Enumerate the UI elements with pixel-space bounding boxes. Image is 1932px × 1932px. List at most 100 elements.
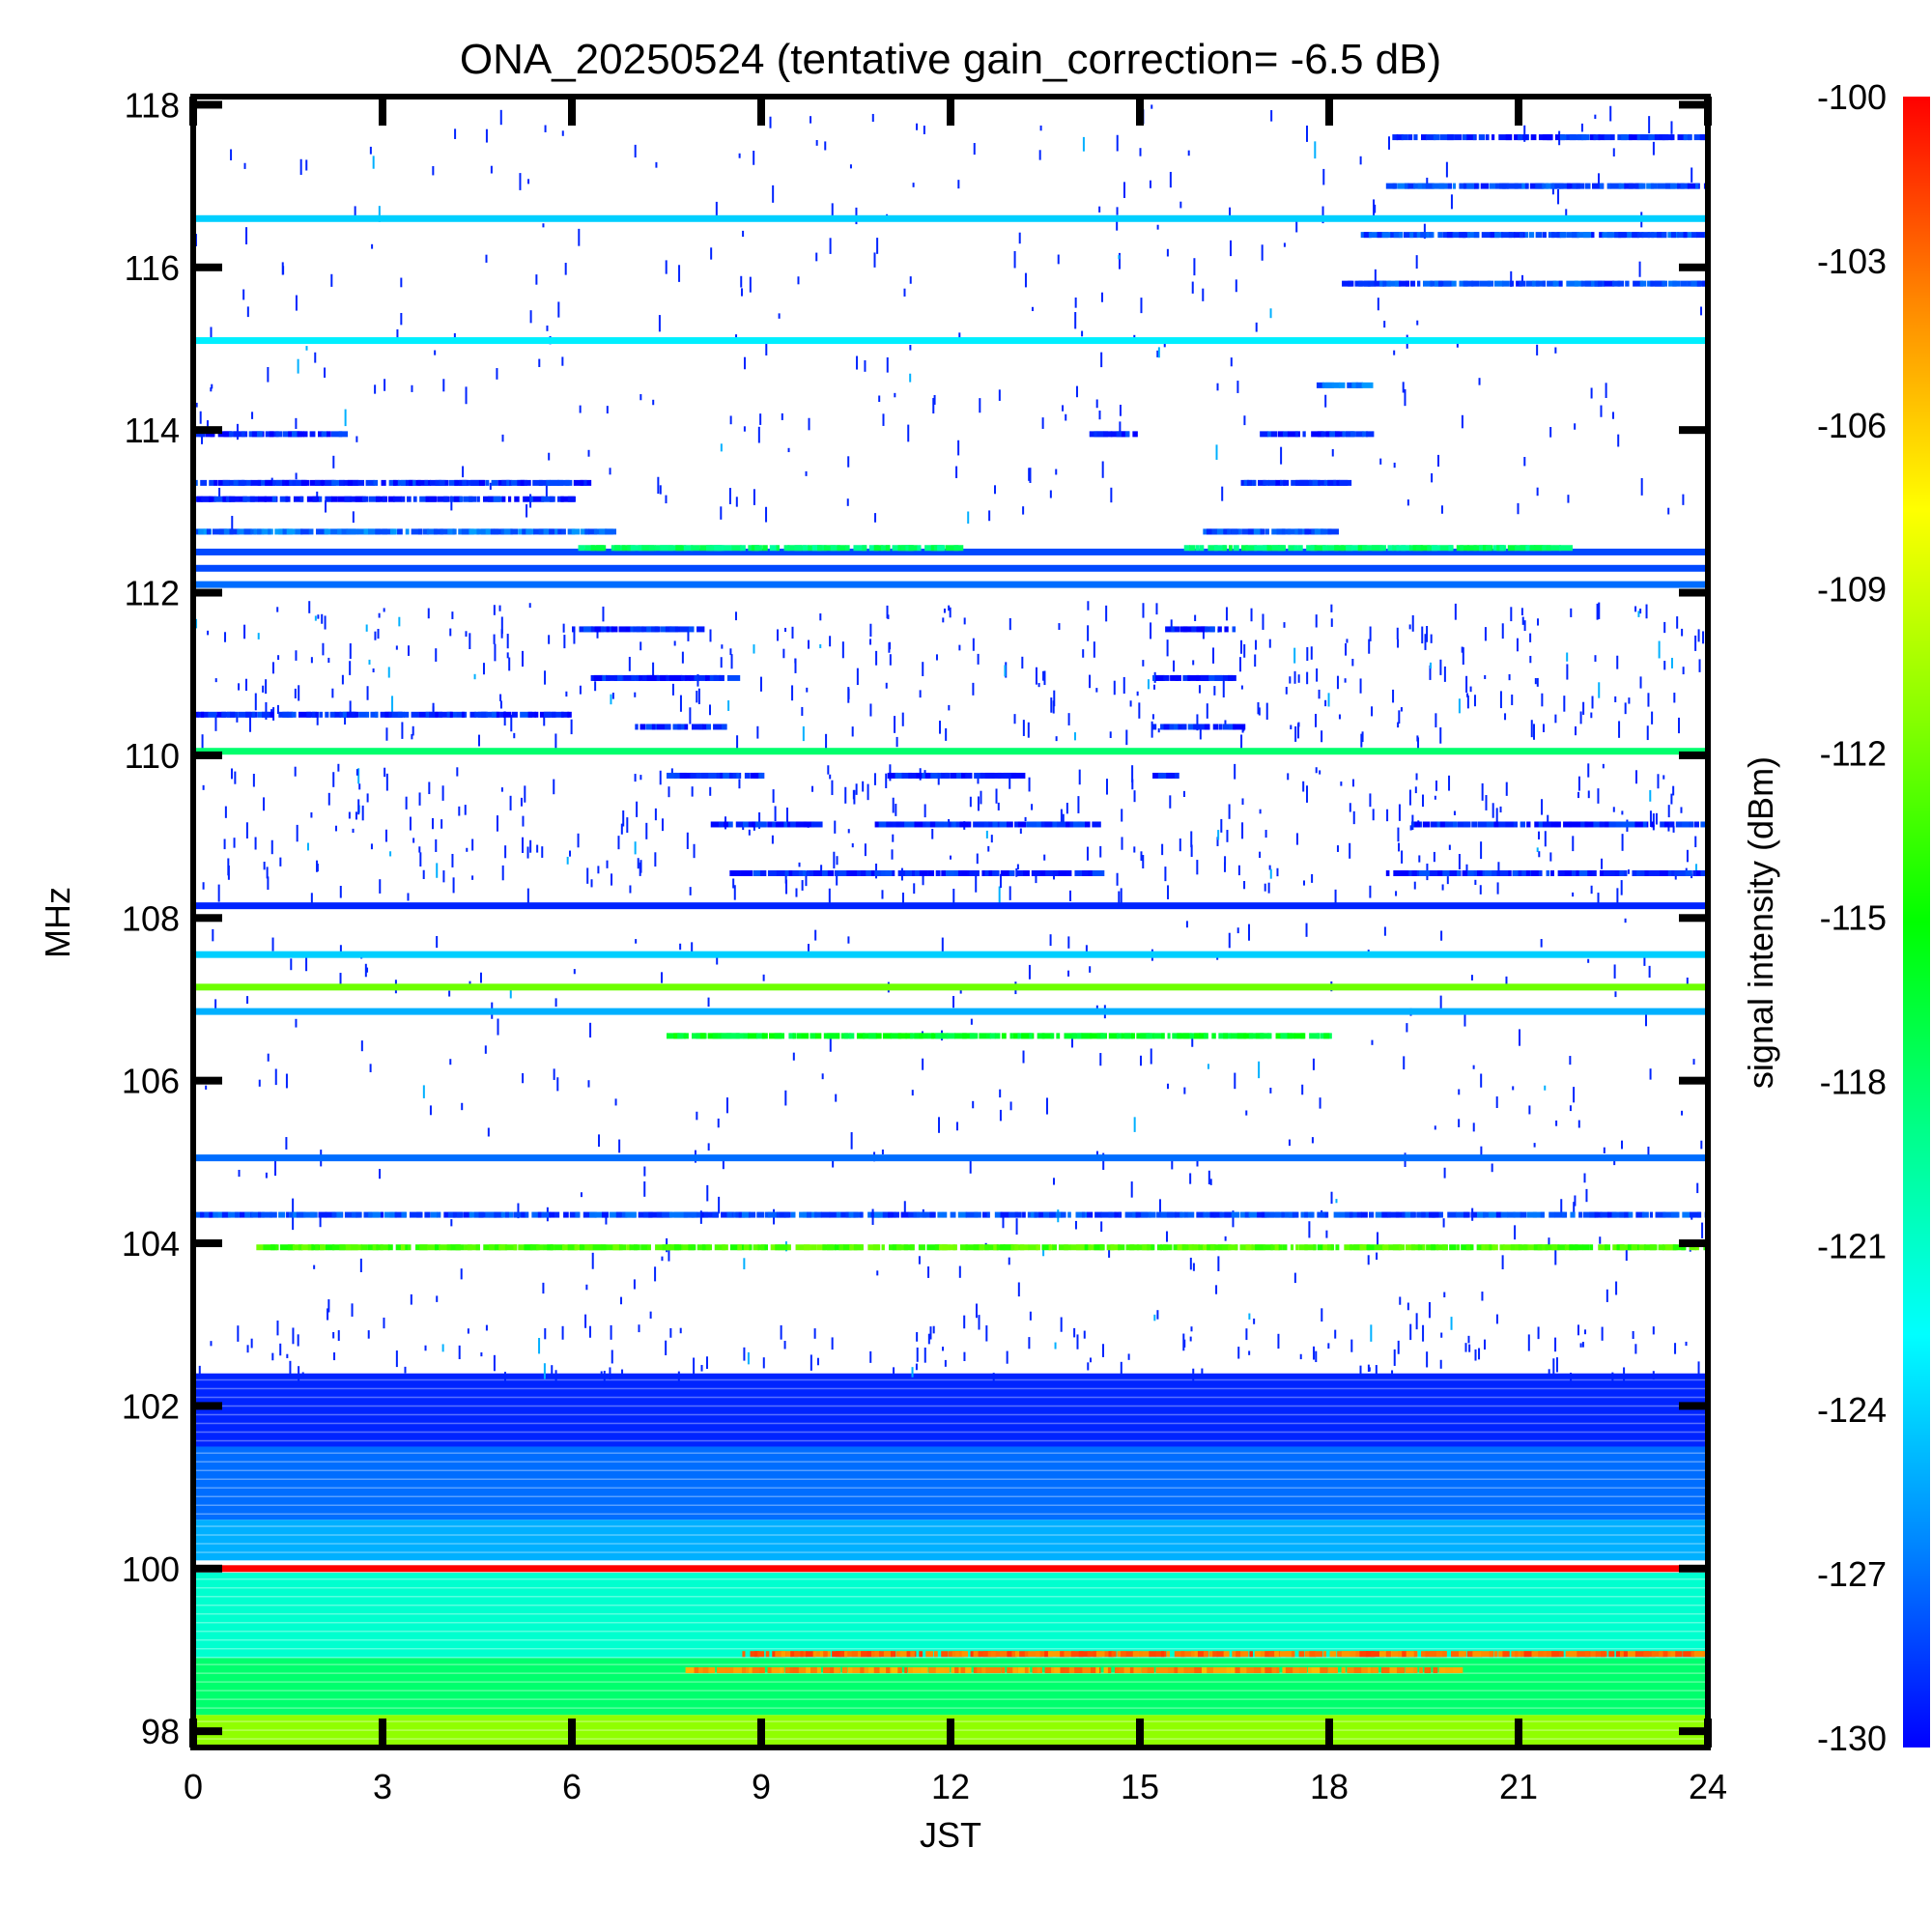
noise-speck — [205, 1085, 208, 1090]
noise-speck — [276, 704, 279, 714]
band-segment — [250, 479, 262, 486]
band-segment — [1578, 869, 1593, 876]
noise-speck — [1673, 693, 1676, 703]
band-segment — [370, 711, 379, 718]
band-segment — [1293, 1667, 1303, 1674]
noise-speck — [1681, 628, 1684, 637]
band-segment — [1521, 183, 1528, 189]
noise-speck — [1523, 125, 1526, 142]
noise-speck — [919, 690, 922, 698]
noise-speck — [1361, 731, 1364, 743]
band-segment — [1437, 232, 1443, 239]
band-segment — [1320, 528, 1332, 535]
band-segment — [691, 724, 704, 730]
band-segment — [584, 545, 595, 552]
noise-speck — [1573, 1087, 1576, 1103]
band-segment — [1634, 821, 1649, 828]
noise-speck — [195, 618, 198, 629]
band-segment — [764, 1244, 769, 1251]
band-segment — [792, 1033, 797, 1039]
noise-speck — [1243, 643, 1246, 658]
band-segment — [1618, 183, 1626, 189]
band-segment — [617, 674, 623, 681]
band-segment — [344, 496, 353, 502]
noise-speck — [1573, 1202, 1576, 1214]
noise-speck — [1313, 1346, 1316, 1360]
band-segment — [1617, 280, 1625, 287]
band-segment — [1341, 1651, 1356, 1658]
noise-speck — [1512, 1086, 1515, 1091]
band-segment — [1421, 134, 1427, 141]
band-segment — [334, 711, 342, 718]
noise-speck — [1570, 608, 1573, 617]
band-segment — [1309, 1211, 1315, 1218]
band-segment — [1031, 1211, 1037, 1218]
noise-speck — [922, 870, 924, 886]
band-segment — [536, 1244, 544, 1251]
band-segment — [1638, 1244, 1646, 1251]
noise-speck — [881, 890, 884, 899]
band-segment — [1489, 1244, 1492, 1251]
band-segment — [1147, 1667, 1154, 1674]
band-segment — [1088, 869, 1094, 876]
noise-speck — [1065, 803, 1068, 814]
band-segment — [1041, 1244, 1051, 1251]
band-segment — [1081, 1033, 1093, 1039]
band-segment — [1558, 280, 1563, 287]
band-segment — [873, 545, 884, 552]
band-segment — [834, 1667, 841, 1674]
noise-speck — [349, 661, 352, 675]
band-segment — [1609, 183, 1622, 189]
noise-speck — [316, 717, 319, 725]
band-segment — [298, 711, 311, 718]
noise-speck — [1387, 136, 1390, 150]
band-segment — [1649, 1244, 1658, 1251]
band-segment — [307, 1244, 314, 1251]
band-segment — [1171, 626, 1175, 633]
x-tick-top — [1136, 97, 1144, 126]
noise-speck — [1028, 1337, 1031, 1350]
band-segment — [1129, 1667, 1134, 1674]
noise-speck — [762, 974, 765, 981]
noise-floor-striation — [193, 1647, 1708, 1650]
noise-speck — [1259, 809, 1262, 814]
noise-speck — [706, 1184, 709, 1202]
noise-speck — [212, 928, 214, 942]
band-segment — [1116, 1033, 1122, 1039]
band-segment — [455, 1244, 465, 1251]
band-segment — [816, 1667, 821, 1674]
band-segment — [1670, 134, 1675, 141]
band-segment — [1466, 545, 1477, 552]
band-segment — [1401, 545, 1411, 552]
noise-speck — [1039, 125, 1042, 131]
band-segment — [1627, 1651, 1637, 1658]
band-segment — [265, 479, 273, 486]
band-segment — [1523, 1244, 1529, 1251]
band-segment — [1167, 1033, 1171, 1039]
band-segment — [1335, 1244, 1340, 1251]
band-segment — [726, 674, 741, 681]
band-segment — [1542, 821, 1552, 828]
band-segment — [1330, 1244, 1335, 1251]
band-segment — [382, 496, 386, 502]
band-segment — [363, 1211, 373, 1218]
noise-speck — [1095, 1005, 1098, 1010]
noise-speck — [762, 1357, 765, 1369]
x-tick-bottom — [1325, 1719, 1333, 1747]
band-segment — [1566, 280, 1578, 287]
band-segment — [275, 479, 285, 486]
noise-speck — [1264, 830, 1267, 838]
noise-speck — [958, 644, 961, 651]
band-segment — [1049, 1211, 1062, 1218]
noise-speck — [218, 487, 221, 497]
intermittent-band-11 — [193, 528, 617, 535]
band-segment — [872, 1244, 881, 1251]
band-segment — [1559, 183, 1571, 189]
noise-speck — [1241, 822, 1244, 839]
noise-speck — [464, 805, 467, 815]
band-segment — [1287, 528, 1300, 535]
noise-speck — [1368, 639, 1371, 654]
x-axis-label: JST — [920, 1815, 981, 1855]
band-segment — [1199, 1033, 1207, 1039]
band-segment — [275, 1244, 279, 1251]
